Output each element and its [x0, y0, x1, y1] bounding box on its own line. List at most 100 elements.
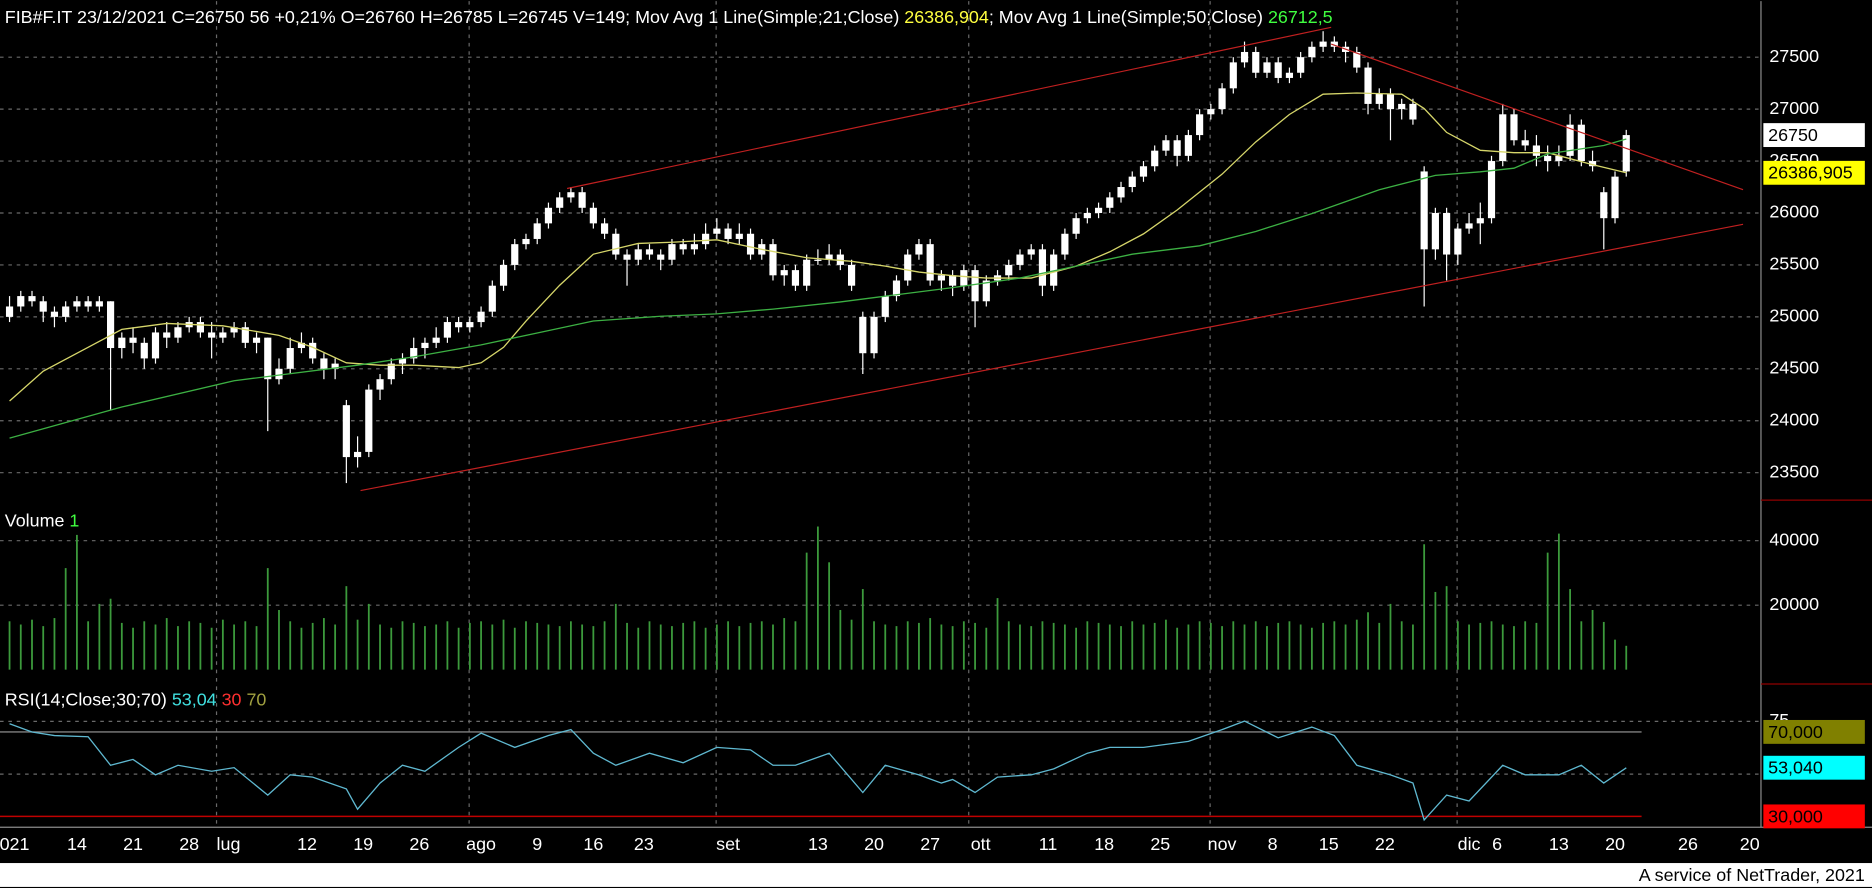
volume-bar: [828, 562, 831, 670]
volume-bar: [704, 627, 707, 670]
volume-bar: [715, 624, 718, 670]
volume-bar: [693, 621, 696, 670]
volume-bar: [1288, 621, 1291, 670]
volume-bar: [1456, 621, 1459, 670]
trend-line: [566, 26, 1332, 190]
candle-body: [1117, 187, 1125, 198]
candle-body: [713, 228, 721, 234]
last-value-label: 26750: [1768, 125, 1818, 145]
volume-bar: [233, 624, 235, 670]
candle-body: [5, 306, 14, 317]
volume-bar: [334, 624, 337, 670]
volume-bar: [502, 619, 505, 670]
last-value-label: 26386,905: [1768, 163, 1853, 183]
volume-bar: [76, 534, 78, 670]
candle-body: [522, 238, 530, 245]
candle-body: [847, 264, 856, 286]
candle-body: [219, 332, 227, 338]
candle-body: [1431, 212, 1439, 250]
volume-bar: [1187, 624, 1190, 670]
volume-bar: [1243, 624, 1246, 670]
volume-bar: [1221, 626, 1223, 670]
volume-bar: [64, 568, 67, 670]
volume-bar: [1131, 621, 1134, 670]
candle-body: [432, 337, 440, 343]
candle-body: [780, 270, 788, 276]
volume-bar: [1322, 622, 1325, 670]
volume-bar: [525, 621, 527, 670]
volume-bar: [1434, 591, 1437, 670]
last-value-label-box: [1763, 755, 1865, 780]
volume-bar: [221, 619, 224, 670]
title-part: ; Mov Avg 1 Line(Simple;21;Close): [625, 7, 904, 27]
volume-bar: [1041, 621, 1044, 670]
candle-body: [881, 296, 889, 317]
y-tick-label: 25500: [1769, 254, 1819, 274]
candle-body: [275, 368, 283, 380]
volume-bar: [1142, 624, 1145, 670]
x-tick-label: 8: [1268, 834, 1278, 854]
volume-bar: [1501, 624, 1504, 670]
volume-bar: [513, 627, 516, 670]
volume-bar: [244, 621, 247, 670]
volume-bar: [1479, 622, 1482, 670]
volume-bar: [1266, 626, 1268, 670]
candle-body: [1027, 249, 1035, 255]
candle-body: [1139, 166, 1148, 177]
volume-bar: [356, 619, 359, 670]
x-tick-label: 23: [634, 834, 654, 854]
volume-bar: [1445, 586, 1448, 670]
candle-body: [174, 327, 182, 338]
candle-body: [1218, 88, 1226, 110]
moving-average-line: [9, 92, 1627, 402]
footer: A service of NetTrader, 2021: [1639, 865, 1865, 885]
x-tick-label: 20: [864, 834, 884, 854]
volume-bar: [1198, 621, 1201, 670]
candle-body: [1420, 171, 1428, 250]
volume-bar: [626, 622, 628, 670]
volume-bar: [1557, 533, 1560, 670]
candle-body: [1499, 114, 1507, 162]
trend-line: [1330, 43, 1744, 191]
last-value-label-box: [1763, 123, 1865, 148]
candle-body: [724, 228, 732, 239]
candle-body: [1588, 161, 1597, 167]
rsi-line: [9, 720, 1627, 822]
candle-body: [1465, 223, 1473, 229]
volume-bar: [547, 624, 550, 670]
volume-bar: [53, 618, 56, 670]
candle-body: [95, 301, 103, 307]
volume-bar: [1120, 626, 1122, 670]
trend-line: [360, 223, 1744, 492]
x-tick-label: 25: [1150, 834, 1170, 854]
x-tick-label: 26: [409, 834, 429, 854]
volume-bar: [300, 627, 303, 670]
candle-body: [859, 316, 867, 354]
candle-body: [1577, 124, 1585, 162]
volume-bar: [1165, 619, 1167, 670]
x-tick-label: set: [716, 834, 740, 854]
candle-body: [814, 259, 822, 261]
volume-bar: [1153, 622, 1156, 670]
candle-body: [1622, 135, 1630, 172]
x-tick-label: 13: [808, 834, 828, 854]
candle-body: [1330, 41, 1338, 47]
marks: [0, 1, 1761, 825]
x-tick-label: 2021: [0, 834, 29, 854]
candle-body: [107, 301, 115, 349]
candle-body: [241, 327, 249, 343]
x-tick-label: 11: [1039, 834, 1058, 854]
volume-bar: [1075, 627, 1078, 670]
volume-bar: [603, 621, 606, 670]
candle-body: [803, 259, 811, 286]
volume-bar: [614, 603, 617, 670]
candle-body: [1128, 176, 1136, 188]
candle-body: [129, 337, 137, 343]
volume-bar: [1400, 621, 1403, 670]
level-label-box: [1763, 719, 1865, 744]
volume-bar: [1580, 621, 1583, 670]
volume-bar: [8, 621, 11, 670]
volume-bar: [794, 621, 797, 670]
volume-bar: [918, 622, 920, 670]
x-tick-label: dic: [1458, 834, 1481, 854]
